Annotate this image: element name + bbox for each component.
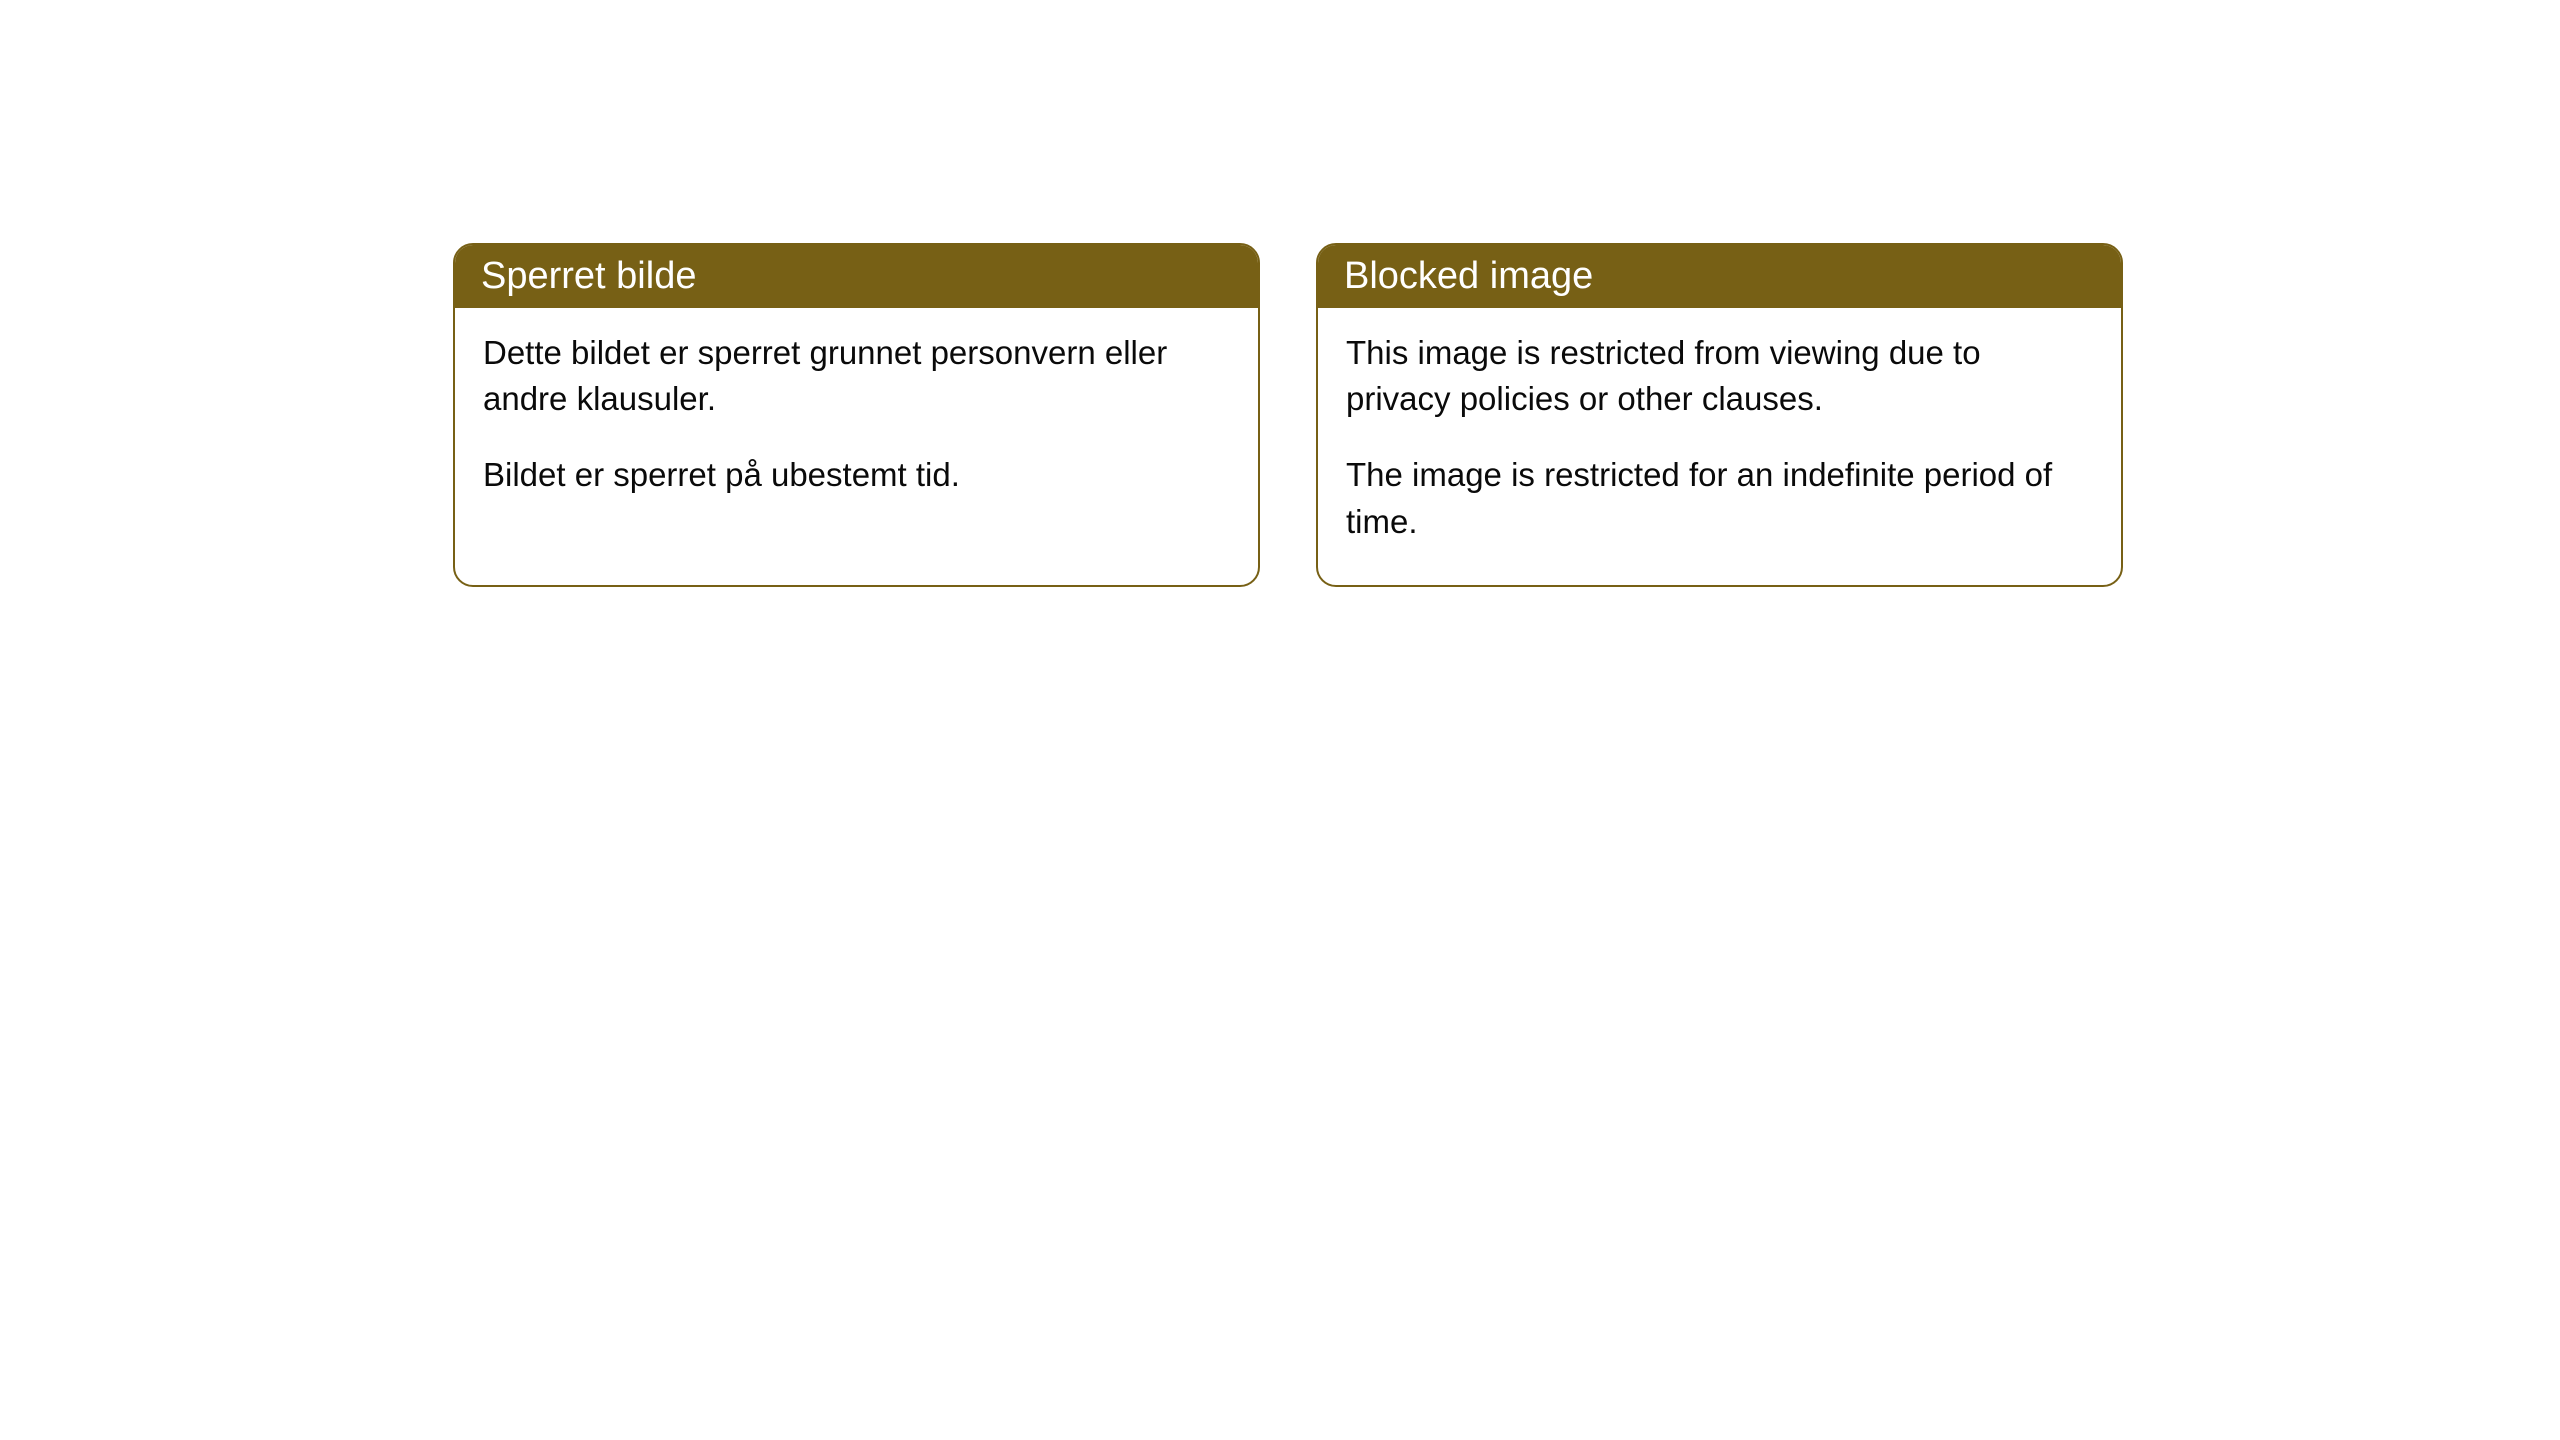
notice-card-header: Sperret bilde [455, 245, 1258, 308]
notice-card-norwegian: Sperret bilde Dette bildet er sperret gr… [453, 243, 1260, 587]
notice-cards-container: Sperret bilde Dette bildet er sperret gr… [453, 243, 2560, 587]
notice-card-title: Blocked image [1344, 255, 1593, 297]
notice-paragraph-1: This image is restricted from viewing du… [1346, 330, 2093, 422]
notice-card-title: Sperret bilde [481, 255, 696, 297]
notice-paragraph-2: Bildet er sperret på ubestemt tid. [483, 452, 1230, 498]
notice-paragraph-1: Dette bildet er sperret grunnet personve… [483, 330, 1230, 422]
notice-paragraph-2: The image is restricted for an indefinit… [1346, 452, 2093, 544]
notice-card-body: Dette bildet er sperret grunnet personve… [455, 308, 1258, 539]
notice-card-header: Blocked image [1318, 245, 2121, 308]
notice-card-english: Blocked image This image is restricted f… [1316, 243, 2123, 587]
notice-card-body: This image is restricted from viewing du… [1318, 308, 2121, 585]
